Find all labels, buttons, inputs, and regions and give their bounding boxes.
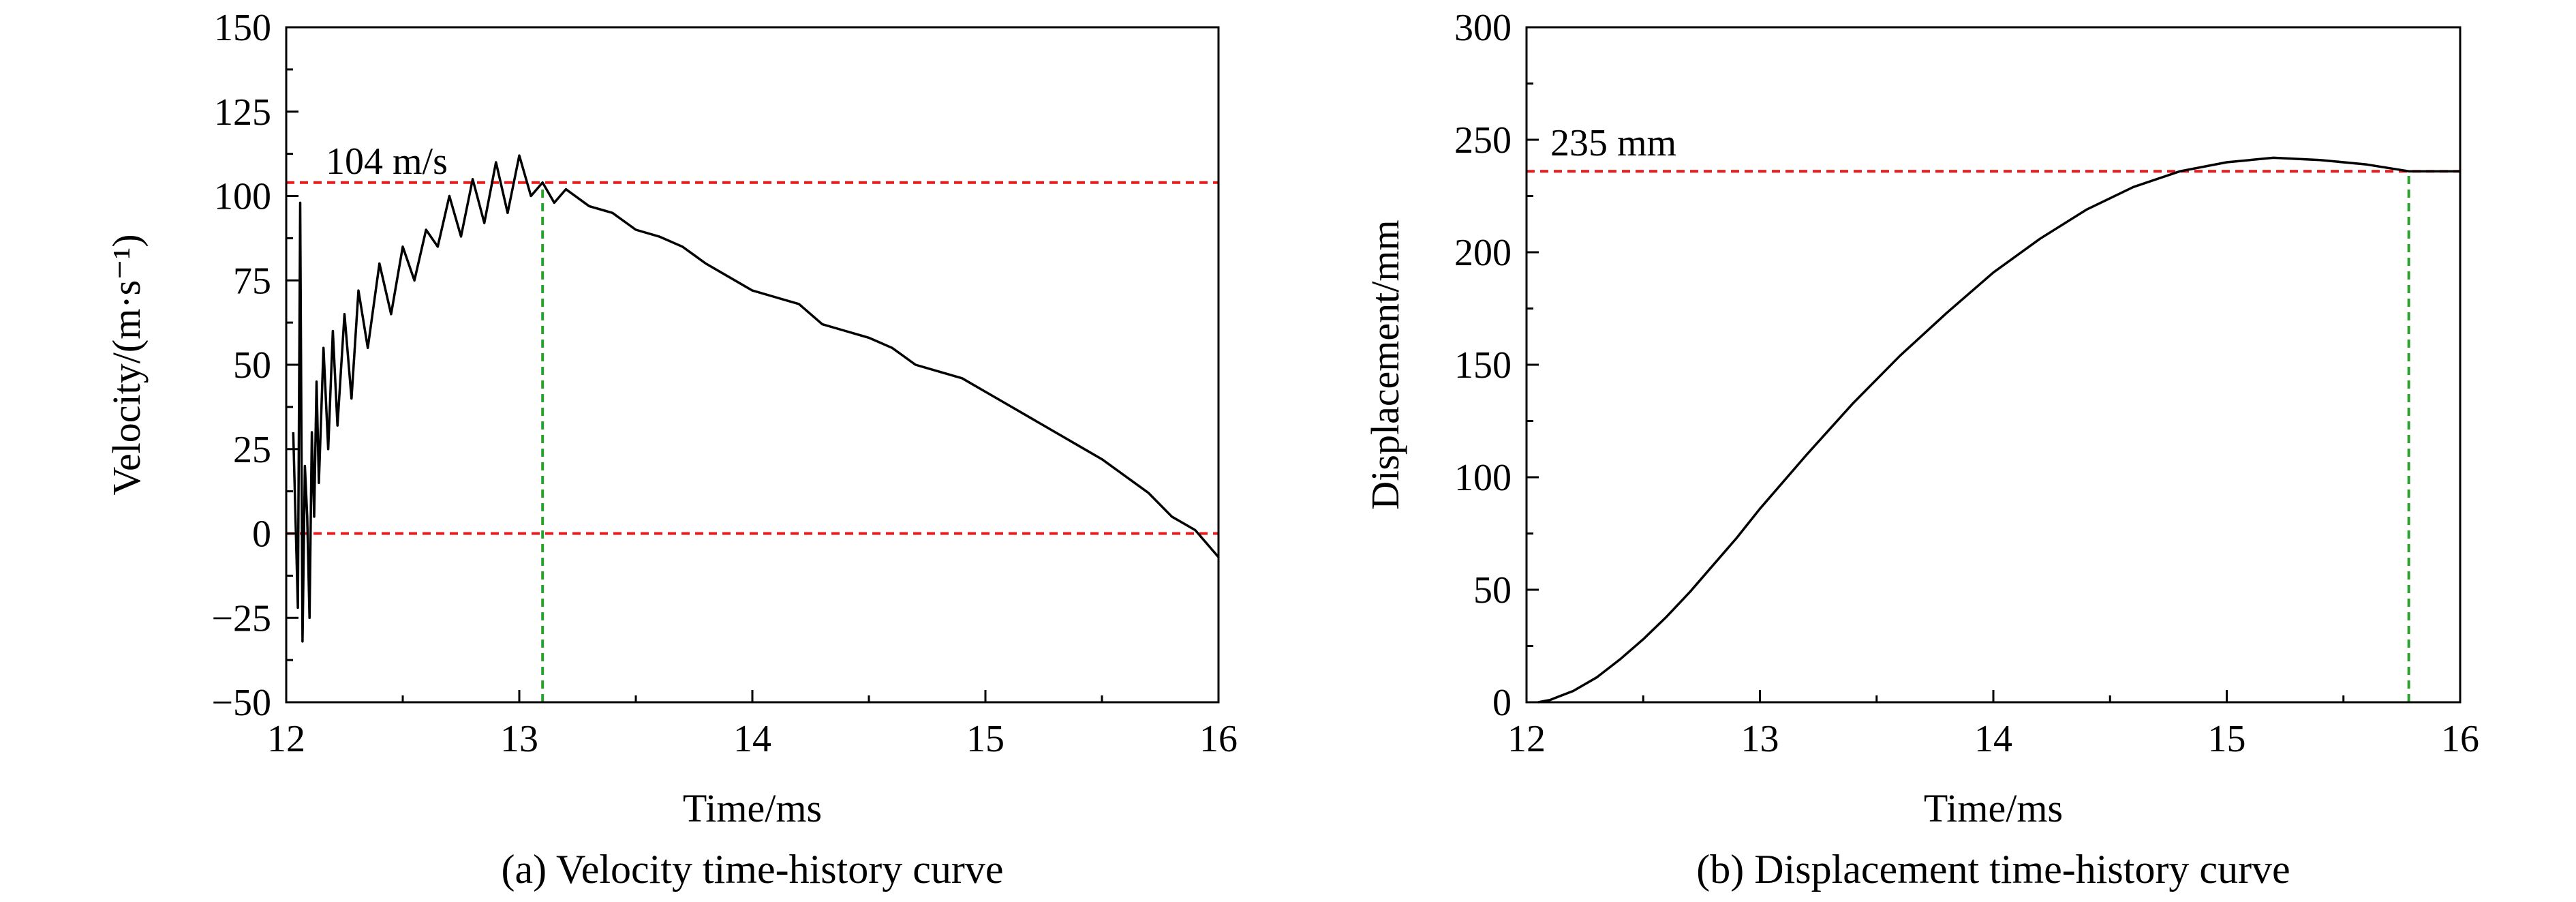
velocity-chart: 12 13 14 15 16 −50 −25 0 25 50 75 100 125 150 104 m/s…	[104, 7, 1238, 892]
displacement-series-line-0	[1537, 156, 2460, 704]
velocity-x-tick-label: 12	[267, 718, 305, 760]
velocity-x-tick-label: 13	[500, 718, 538, 760]
displacement-y-tick-label: 50	[1473, 569, 1512, 612]
velocity-x-tick-label: 15	[966, 718, 1005, 760]
velocity-series-line-0	[292, 154, 1220, 643]
velocity-caption: (a) Velocity time-history curve	[502, 847, 1004, 892]
displacement-x-tick-label: 12	[1507, 718, 1546, 760]
velocity-y-tick-label: 50	[233, 344, 271, 387]
displacement-x-tick-label: 15	[2208, 718, 2246, 760]
velocity-y-axis-title: Velocity/(m·s⁻¹)	[104, 234, 149, 495]
velocity-y-tick-label: 0	[252, 513, 271, 556]
displacement-y-tick-label: 100	[1454, 457, 1512, 499]
velocity-x-tick-label: 16	[1199, 718, 1238, 760]
velocity-y-tick-label: 150	[214, 7, 271, 49]
velocity-y-tick-label: −25	[211, 597, 271, 640]
velocity-y-tick-label: 100	[214, 176, 271, 218]
displacement-caption: (b) Displacement time-history curve	[1696, 847, 2290, 892]
displacement-x-axis-title: Time/ms	[1924, 786, 2063, 830]
displacement-y-tick-label: 200	[1454, 232, 1512, 274]
velocity-y-tick-label: 125	[214, 91, 271, 134]
displacement-y-tick-label: 300	[1454, 7, 1512, 49]
displacement-axes: 12 13 14 15 16 0 50 100 150 200 250 300	[1454, 7, 2479, 760]
velocity-x-axis-title: Time/ms	[683, 786, 822, 830]
displacement-y-axis-title: Displacement/mm	[1363, 220, 1407, 509]
velocity-axes: 12 13 14 15 16 −50 −25 0 25 50 75 100 125 150	[211, 7, 1238, 760]
velocity-y-tick-label: 75	[233, 260, 271, 302]
displacement-marks	[1527, 156, 2460, 704]
velocity-y-tick-label: −50	[211, 682, 271, 724]
displacement-x-tick-label: 16	[2441, 718, 2479, 760]
displacement-y-tick-label: 0	[1492, 682, 1512, 724]
displacement-peak-label: 235 mm	[1550, 122, 1676, 164]
velocity-x-tick-label: 14	[733, 718, 771, 760]
displacement-y-tick-label: 150	[1454, 344, 1512, 387]
displacement-x-tick-label: 14	[1974, 718, 2012, 760]
displacement-chart: 12 13 14 15 16 0 50 100 150 200 250 300 235 mm Time…	[1363, 7, 2479, 892]
displacement-x-tick-label: 13	[1741, 718, 1779, 760]
velocity-marks	[286, 154, 1220, 702]
displacement-y-tick-label: 250	[1454, 119, 1512, 162]
velocity-peak-label: 104 m/s	[326, 140, 448, 183]
velocity-y-tick-label: 25	[233, 429, 271, 471]
velocity-plot-frame	[285, 26, 1220, 704]
